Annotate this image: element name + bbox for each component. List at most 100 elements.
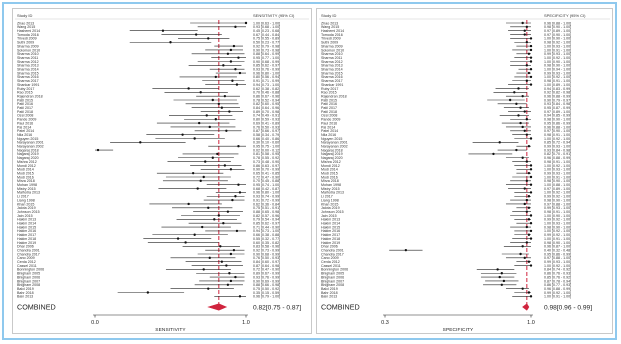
study-row: Hakim 2017 0.99 [0.92 - 1.00] xyxy=(321,233,571,237)
study-row: Liang 1998 0.91 [0.72 - 0.99] xyxy=(17,198,280,202)
point-estimate-marker xyxy=(502,279,506,283)
study-row: Tomoda 2016 0.97 [0.90 - 1.00] xyxy=(321,33,571,37)
study-row: Sharma 2014 1.00 [0.94 - 1.00] xyxy=(321,68,571,72)
study-row: Pande 2009 0.98 [0.90 - 1.00] xyxy=(321,118,571,122)
study-row: Jain 2015 1.00 [0.90 - 1.00] xyxy=(321,214,571,218)
study-label: Rao 2015 xyxy=(321,91,337,95)
study-row: Liang 1998 0.98 [0.90 - 1.00] xyxy=(321,198,571,202)
study-label: Sharma 2010 xyxy=(17,52,39,56)
study-label: Rajendran 2018 xyxy=(17,94,43,98)
study-row: Ruby 2017 0.94 [0.83 - 0.99] xyxy=(321,87,571,91)
point-estimate-marker xyxy=(523,110,526,113)
study-ci-value: 0.98 [0.91 - 1.00] xyxy=(544,210,571,214)
study-label: Modi 2016 xyxy=(321,175,338,179)
study-label: Bhigham 2007 xyxy=(321,279,344,283)
point-estimate-marker xyxy=(527,233,531,236)
study-row: Li 2017 0.93 [0.74 - 0.99] xyxy=(17,195,280,199)
study-row: Solomon 2010 1.00 [0.91 - 1.00] xyxy=(321,48,571,52)
study-label: Shankar 1991 xyxy=(321,83,343,87)
study-label: Suthi 2009 xyxy=(17,41,34,45)
point-estimate-marker xyxy=(527,195,531,198)
study-row: Sharma 2011 1.00 [0.92 - 1.00] xyxy=(321,56,571,60)
study-row: Bahr 2018 0.99 [0.92 - 1.00] xyxy=(321,291,571,295)
combined-row: COMBINED 0.82[0.75 - 0.87] xyxy=(17,303,301,312)
study-row: Dhar 2006 0.83 [0.58 - 0.96] xyxy=(17,245,280,249)
study-row: Sharma 2015 0.99 [0.93 - 1.00] xyxy=(321,71,571,75)
study-ci-value: 0.83 [0.58 - 0.96] xyxy=(253,245,280,249)
point-estimate-marker xyxy=(238,71,242,75)
study-ci-value: 0.99 [0.93 - 1.00] xyxy=(544,145,571,149)
study-label: Sharma 2015 xyxy=(321,71,343,75)
study-row: Bhigham 2005 0.89 [0.67 - 0.99] xyxy=(17,272,280,276)
sensitivity-forest-plot: Study ID SENSITIVITY (95% CI) Zhao 2013 1.0… xyxy=(12,8,312,334)
study-ci-value: 0.99 [0.93 - 1.00] xyxy=(544,52,571,56)
study-row: Hashemi 2014 0.97 [0.89 - 1.00] xyxy=(321,29,571,33)
point-estimate-marker xyxy=(146,291,150,294)
point-estimate-marker xyxy=(238,295,242,298)
point-estimate-marker xyxy=(529,214,533,217)
study-label: Balci 2019 xyxy=(17,287,34,291)
study-label: Trivedi 2009 xyxy=(321,37,341,41)
study-ci-value: 0.97 [0.89 - 1.00] xyxy=(544,110,571,114)
study-label: Nagaraj 2018 xyxy=(17,148,39,152)
point-estimate-marker xyxy=(211,98,214,102)
study-label: Mohan 1998 xyxy=(321,183,341,187)
study-label: Solomon 2010 xyxy=(17,48,40,52)
study-ci-value: 0.79 [0.54 - 0.94] xyxy=(253,218,280,222)
study-label: Li 2017 xyxy=(321,195,333,199)
study-ci-value: 0.75 [0.50 - 0.92] xyxy=(253,287,280,291)
point-estimate-marker xyxy=(500,272,503,275)
study-label: Malhotra 2013 xyxy=(321,191,344,195)
study-label: Nila 2016 xyxy=(17,133,32,137)
study-ci-value: 1.00 [0.92 - 1.00] xyxy=(544,137,571,141)
study-label: Sharma 2013 xyxy=(17,64,39,68)
study-label: Hakim 2015 xyxy=(321,225,340,229)
study-ci-value: 0.99 [0.92 - 1.00] xyxy=(544,195,571,199)
study-ci-value: 0.94 [0.73 - 1.00] xyxy=(253,229,280,233)
study-row: Patil 2018 0.89 [0.70 - 0.98] xyxy=(17,110,280,114)
study-row: Shankar 1991 0.94 [0.73 - 1.00] xyxy=(17,83,280,87)
study-label: Patil 2015 xyxy=(321,98,337,102)
study-ci-value: 0.78 [0.55 - 0.92] xyxy=(253,156,280,160)
point-estimate-marker xyxy=(234,195,237,198)
study-label: Nagaraj 2020 xyxy=(321,156,343,160)
study-row: Narayanan 2001 0.85 [0.72 - 0.94] xyxy=(321,141,571,145)
study-row: Sharma 2016 0.80 [0.56 - 0.94] xyxy=(17,75,280,79)
point-estimate-marker xyxy=(529,191,533,194)
study-ci-value: 0.82 [0.57 - 0.96] xyxy=(253,214,280,218)
point-estimate-marker xyxy=(521,21,524,25)
study-row: Patil 2016 0.82 [0.60 - 0.95] xyxy=(17,102,280,106)
study-row: Sharma 2013 0.98 [0.90 - 1.00] xyxy=(321,64,571,68)
study-ci-value: 0.86 [0.76 - 0.93] xyxy=(544,272,571,276)
study-ci-value: 0.95 [0.75 - 1.00] xyxy=(253,145,280,149)
study-ci-value: 0.74 [0.49 - 0.91] xyxy=(253,114,280,118)
study-column-header: Study ID xyxy=(321,13,336,18)
study-row: Rajendran 2018 0.86 [0.67 - 0.96] xyxy=(17,94,280,98)
study-ci-value: 0.93 [0.74 - 0.99] xyxy=(253,195,280,199)
study-row: Hashemi 2014 0.45 [0.23 - 0.68] xyxy=(17,29,280,33)
study-label: Suthi 2009 xyxy=(321,41,338,45)
point-estimate-marker xyxy=(519,121,522,125)
study-ci-value: 0.72 [0.47 - 0.90] xyxy=(253,175,280,179)
study-ci-value: 0.96 [0.80 - 1.00] xyxy=(253,71,280,75)
point-estimate-marker xyxy=(529,60,533,63)
point-estimate-marker xyxy=(202,268,205,271)
study-ci-value: 0.95 [0.86 - 0.99] xyxy=(544,121,571,125)
study-ci-value: 0.98 [0.90 - 1.00] xyxy=(544,25,571,29)
study-label: Mondi 2012 xyxy=(17,164,36,168)
point-estimate-marker xyxy=(226,52,230,55)
study-row: Johnson 2015 0.88 [0.65 - 0.98] xyxy=(17,210,280,214)
study-ci-value: 0.98 [0.90 - 1.00] xyxy=(544,64,571,68)
study-label: Johnson 2015 xyxy=(321,210,344,214)
study-row: Modi 2016 0.72 [0.47 - 0.90] xyxy=(17,175,280,179)
point-estimate-marker xyxy=(527,260,531,263)
point-estimate-marker xyxy=(235,83,239,86)
study-label: Mistry 2015 xyxy=(17,187,36,191)
study-ci-value: 0.80 [0.56 - 0.94] xyxy=(253,75,280,79)
point-estimate-marker xyxy=(208,125,211,129)
point-estimate-marker xyxy=(199,179,202,183)
study-label: Sharma 2016 xyxy=(17,75,39,79)
study-row: Shankar 1991 1.00 [0.89 - 1.00] xyxy=(321,83,571,87)
point-estimate-marker xyxy=(211,156,214,159)
combined-estimate-diamond xyxy=(207,303,228,311)
